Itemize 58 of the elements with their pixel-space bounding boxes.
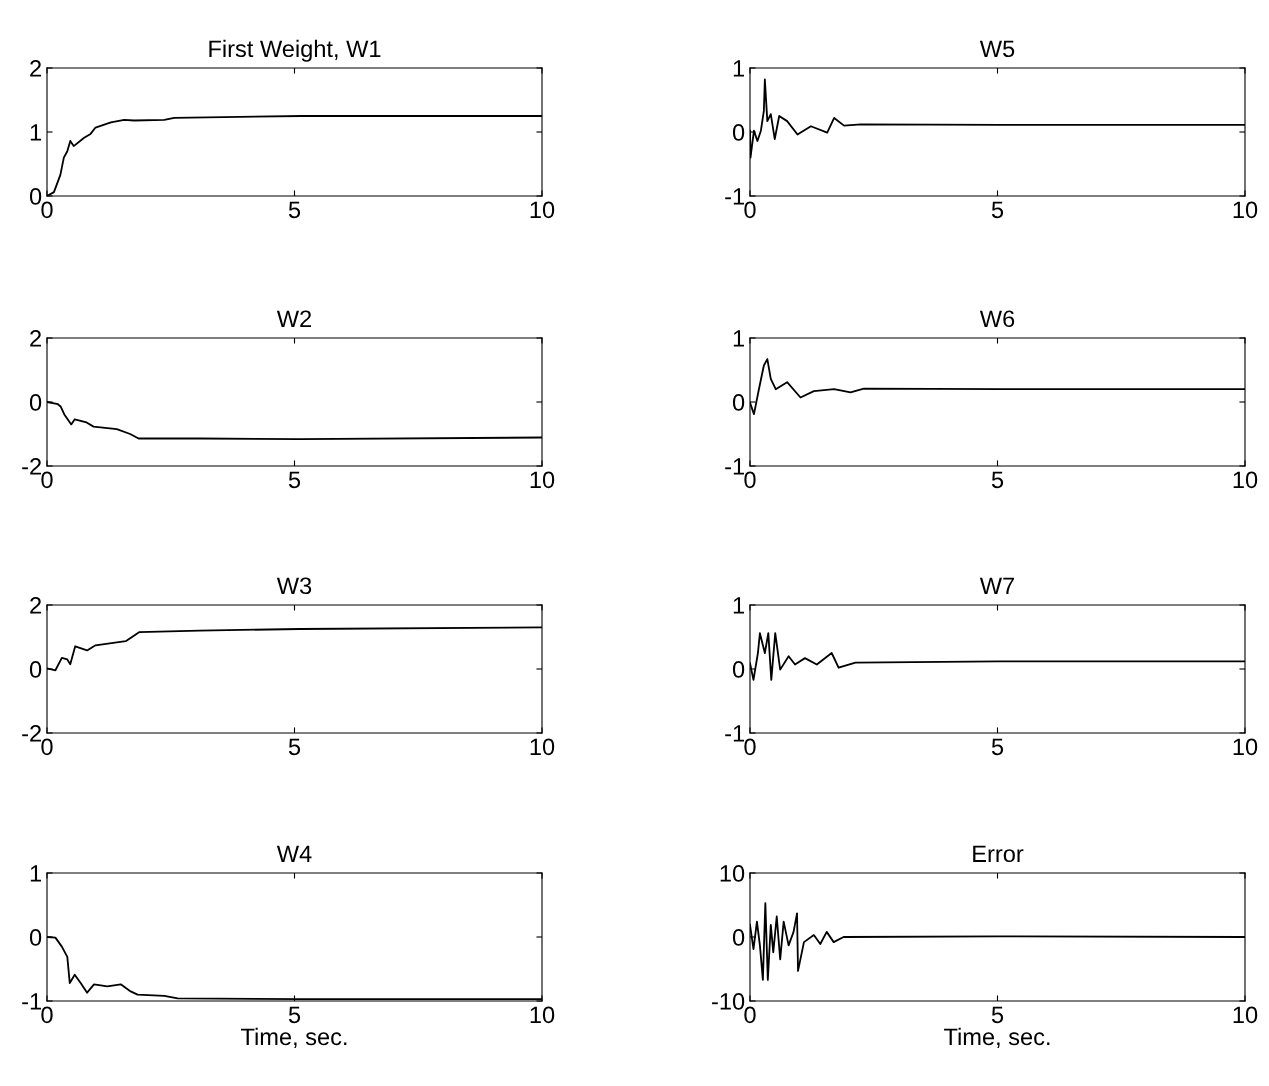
chart-title: W5	[979, 40, 1015, 58]
chart-title: W7	[979, 577, 1015, 594]
y-tick-label: -10	[712, 993, 745, 1010]
x-tick-label: 5	[991, 1006, 1004, 1024]
y-tick-label: -2	[22, 458, 41, 475]
x-tick-label: 10	[1233, 1006, 1258, 1024]
x-tick-label: 10	[1233, 738, 1258, 756]
y-tick-label: 2	[30, 597, 41, 614]
y-tick-label: 0	[29, 394, 42, 411]
y-tick-label: 0	[732, 394, 745, 411]
y-tick-label: 1	[733, 60, 744, 77]
x-tick-label: 10	[530, 201, 555, 219]
y-tick-label: 0	[732, 661, 745, 678]
x-tick-label: 10	[530, 738, 555, 756]
y-tick-label: -1	[22, 993, 41, 1010]
chart-title: W4	[276, 845, 312, 862]
y-tick-label: 1	[733, 330, 744, 347]
y-tick-label: 1	[733, 597, 744, 614]
x-axis-title: Time, sec.	[944, 1027, 1050, 1048]
x-tick-label: 0	[41, 471, 53, 489]
y-tick-label: -2	[22, 725, 41, 742]
x-tick-label: 0	[41, 201, 53, 219]
y-tick-label: 1	[30, 124, 41, 141]
chart-title: First Weight, W1	[209, 39, 381, 62]
x-tick-label: 5	[991, 201, 1004, 219]
y-tick-label: 2	[30, 60, 41, 77]
x-tick-label: 10	[1233, 201, 1258, 219]
x-tick-label: 10	[530, 471, 555, 489]
x-tick-label: 0	[744, 738, 756, 756]
x-tick-label: 5	[288, 201, 301, 219]
chart-title: W6	[979, 310, 1015, 328]
y-tick-label: -1	[725, 725, 744, 742]
chart-title: W3	[276, 577, 312, 595]
y-tick-label: -1	[725, 188, 744, 205]
x-tick-label: 10	[1233, 471, 1258, 489]
x-tick-label: 10	[530, 1006, 555, 1024]
y-tick-label: 0	[732, 929, 745, 946]
x-tick-label: 0	[744, 201, 756, 219]
y-tick-label: 1	[30, 865, 41, 882]
y-tick-label: 2	[30, 330, 41, 347]
x-tick-label: 0	[41, 1006, 53, 1024]
x-tick-label: 5	[991, 738, 1004, 756]
y-tick-label: 0	[732, 124, 745, 141]
y-tick-label: -1	[725, 458, 744, 475]
y-tick-label: 0	[29, 929, 42, 946]
x-tick-label: 5	[288, 471, 301, 489]
x-tick-label: 0	[744, 471, 756, 489]
y-tick-label: 0	[29, 188, 42, 205]
x-tick-label: 5	[288, 1006, 301, 1024]
x-axis-title: Time, sec.	[241, 1027, 347, 1048]
y-tick-label: 0	[29, 661, 42, 678]
chart-title: W2	[276, 310, 312, 327]
chart-title: Error	[973, 845, 1024, 863]
y-tick-label: 10	[720, 865, 745, 882]
x-tick-label: 5	[991, 471, 1004, 489]
x-tick-label: 5	[288, 738, 301, 756]
x-tick-label: 0	[744, 1006, 756, 1024]
x-tick-label: 0	[41, 738, 53, 756]
